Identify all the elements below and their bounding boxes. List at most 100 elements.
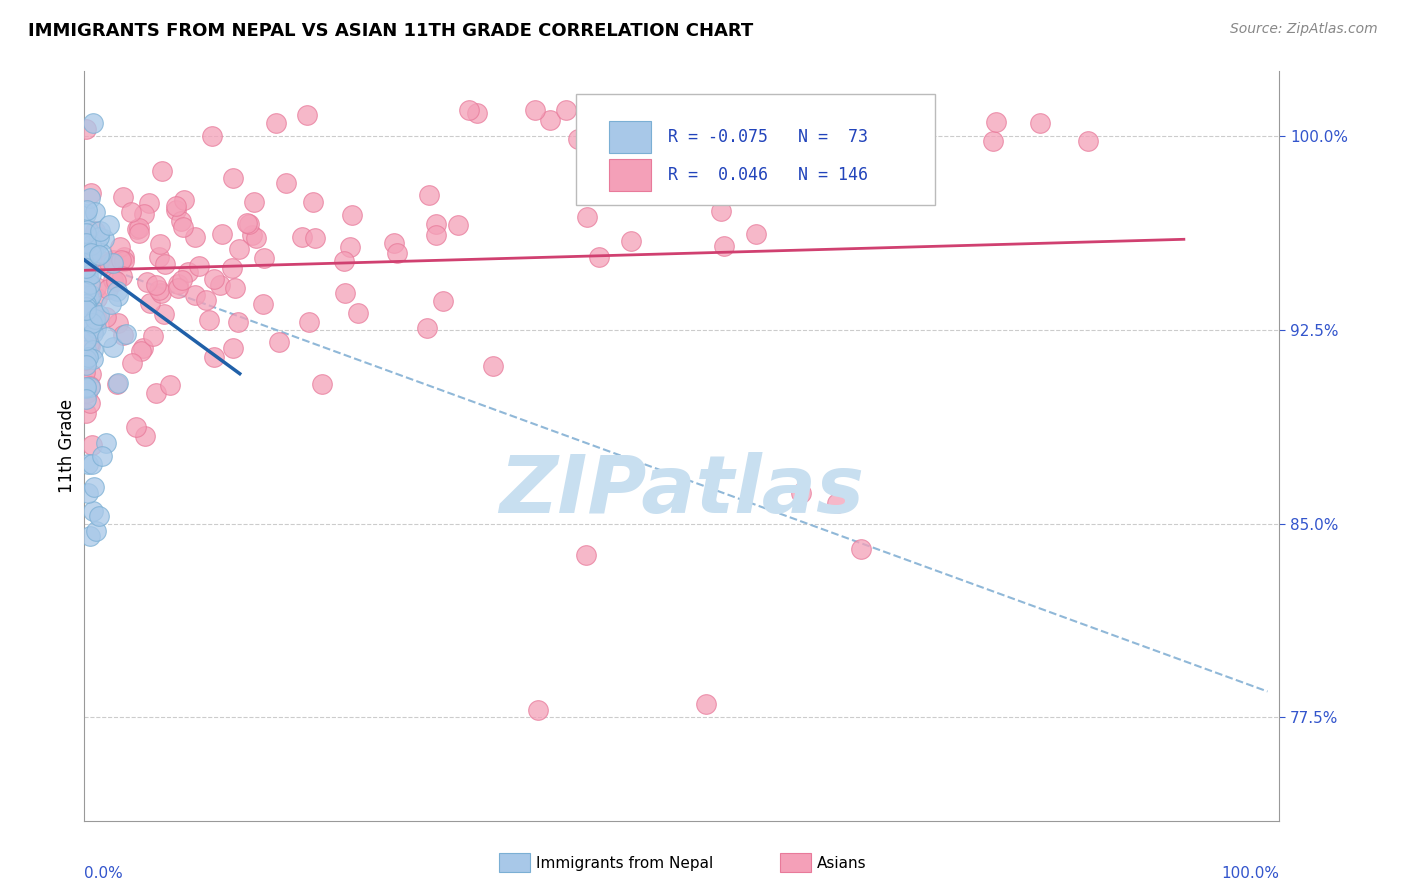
- Point: [84, 321, 107, 335]
- Point: [700, 182, 723, 196]
- Point: [75, 235, 97, 250]
- Point: [82, 343, 104, 357]
- Point: [447, 219, 470, 233]
- Point: [75, 207, 97, 221]
- Point: [184, 230, 207, 244]
- Point: [75, 343, 97, 357]
- Point: [83, 312, 105, 326]
- Point: [82, 352, 104, 367]
- Point: [94, 435, 117, 450]
- Point: [100, 297, 122, 311]
- Point: [80, 252, 103, 266]
- Point: [75, 297, 97, 311]
- Point: [425, 217, 447, 231]
- Point: [695, 698, 717, 712]
- Point: [75, 297, 97, 311]
- Point: [105, 285, 128, 299]
- Point: [121, 205, 143, 219]
- Point: [75, 263, 97, 277]
- Point: [98, 256, 121, 270]
- Point: [865, 103, 887, 117]
- Point: [346, 306, 368, 320]
- Point: [96, 330, 118, 344]
- Point: [132, 207, 155, 221]
- Point: [94, 310, 117, 324]
- Point: [538, 113, 561, 128]
- Point: [605, 103, 627, 117]
- Point: [75, 352, 97, 367]
- Point: [194, 293, 217, 307]
- Point: [274, 177, 297, 191]
- Point: [139, 295, 162, 310]
- Point: [76, 311, 98, 326]
- Point: [184, 288, 207, 302]
- Point: [75, 302, 97, 317]
- Point: [84, 280, 107, 294]
- Point: [173, 194, 195, 208]
- Point: [211, 227, 233, 241]
- Point: [165, 202, 187, 217]
- Point: [73, 341, 96, 355]
- Point: [76, 226, 98, 240]
- Point: [165, 199, 187, 213]
- Point: [851, 542, 873, 557]
- Point: [152, 164, 174, 178]
- Point: [73, 352, 96, 367]
- Point: [159, 377, 181, 392]
- Point: [75, 380, 97, 394]
- Point: [222, 170, 245, 185]
- Text: 0.0%: 0.0%: [84, 865, 124, 880]
- Point: [112, 250, 135, 264]
- Point: [132, 341, 155, 355]
- Point: [267, 334, 290, 349]
- Point: [77, 337, 100, 351]
- Point: [340, 208, 363, 222]
- Point: [339, 239, 361, 253]
- Point: [111, 268, 134, 283]
- Point: [170, 214, 193, 228]
- Point: [145, 385, 167, 400]
- Point: [200, 129, 222, 144]
- Point: [149, 286, 172, 301]
- Point: [128, 226, 150, 240]
- Point: [76, 359, 98, 373]
- Point: [166, 281, 188, 295]
- Point: [302, 195, 325, 210]
- Point: [83, 224, 105, 238]
- Point: [77, 485, 100, 500]
- Point: [107, 376, 129, 391]
- Point: [87, 308, 110, 322]
- Point: [93, 232, 115, 246]
- Point: [80, 457, 103, 471]
- Point: [76, 330, 98, 344]
- Point: [107, 316, 129, 330]
- Point: [202, 350, 225, 364]
- Point: [131, 343, 153, 358]
- Point: [79, 380, 101, 394]
- Point: [221, 260, 243, 275]
- Point: [458, 103, 481, 117]
- Point: [75, 122, 97, 136]
- Point: [298, 315, 321, 329]
- Point: [177, 265, 200, 279]
- Point: [224, 281, 246, 295]
- Point: [804, 126, 827, 140]
- Point: [75, 351, 97, 365]
- Point: [83, 480, 105, 494]
- Point: [76, 386, 98, 401]
- Point: [127, 222, 149, 236]
- Point: [467, 106, 489, 120]
- Point: [75, 289, 97, 303]
- Text: ZIPatlas: ZIPatlas: [499, 452, 865, 530]
- Point: [76, 263, 98, 277]
- Point: [75, 392, 97, 407]
- Point: [311, 376, 333, 391]
- Point: [82, 326, 104, 340]
- Point: [73, 365, 96, 379]
- Point: [567, 132, 589, 146]
- Point: [75, 261, 97, 276]
- Point: [198, 312, 221, 326]
- Point: [744, 227, 766, 241]
- Point: [482, 359, 505, 373]
- Point: [416, 321, 439, 335]
